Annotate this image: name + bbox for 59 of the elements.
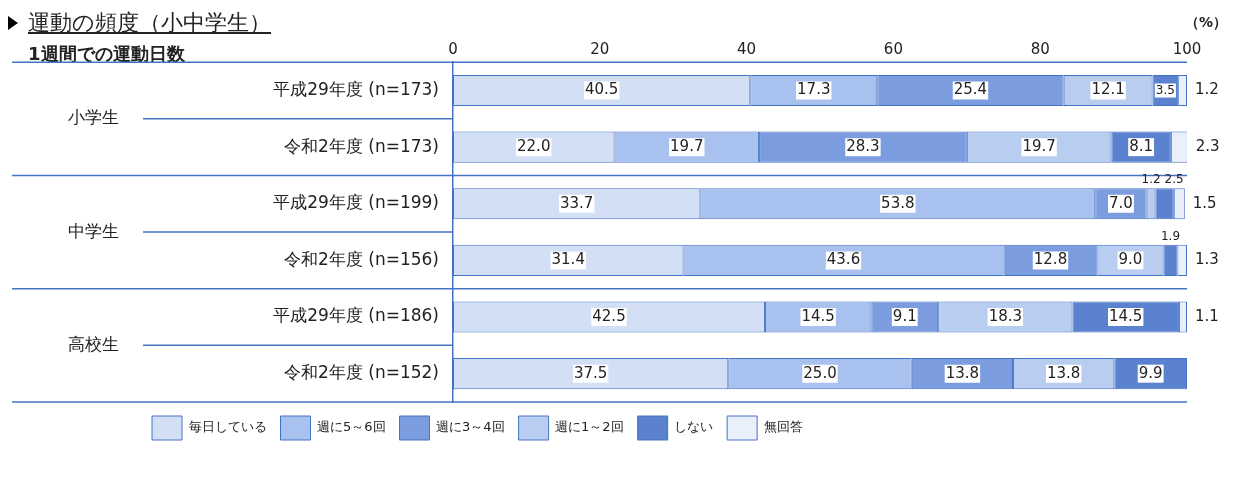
data-label: 25.4 [953, 80, 988, 99]
y-tick-label: 令和2年度 (n=152) [284, 362, 439, 383]
data-label: 40.5 [584, 80, 619, 99]
text: 小学生 [67, 107, 119, 128]
data-label: 9.1 [892, 306, 917, 325]
x-tick-label: 100 [1172, 40, 1202, 59]
text: 高校生 [67, 333, 119, 354]
y-tick-label: 平成29年度 (n=186) [273, 305, 439, 326]
x-tick-label: 60 [883, 40, 903, 59]
y-tick-label: 平成29年度 (n=199) [273, 192, 439, 213]
legend-label: 週に3～4回 [436, 419, 505, 435]
data-label: 37.5 [573, 363, 608, 382]
data-label: 1.9 [1160, 228, 1181, 243]
text: 運動の頻度（小中学生） [28, 9, 271, 37]
data-label: 17.3 [797, 80, 831, 99]
data-label: 8.1 [1129, 137, 1154, 156]
data-label: 1.2 [1141, 172, 1161, 187]
data-label: 13.8 [945, 363, 980, 382]
y-tick-label: 令和2年度 (n=173) [284, 135, 439, 156]
text: 1週間での運動日数 [28, 42, 185, 66]
data-label: 14.5 [1109, 306, 1143, 325]
data-label: 9.9 [1138, 363, 1163, 382]
text: 中学生 [67, 220, 119, 241]
data-label: 25.0 [803, 363, 837, 382]
legend-label: 毎日している [188, 419, 267, 435]
y-tick-label: 平成29年度 (n=173) [273, 78, 439, 99]
x-tick-label: 0 [448, 40, 458, 59]
data-label: 2.3 [1195, 137, 1220, 156]
data-label: 1.3 [1195, 250, 1219, 269]
x-tick-label: 40 [737, 40, 757, 59]
legend-label: 無回答 [763, 419, 803, 435]
data-label: 22.0 [517, 137, 551, 156]
data-label: 19.7 [1022, 137, 1056, 156]
data-label: 9.0 [1118, 250, 1143, 269]
data-label: 42.5 [592, 306, 626, 325]
data-label: 7.0 [1109, 193, 1133, 212]
data-label: 1.2 [1195, 80, 1219, 99]
legend-label: 週に5～6回 [317, 419, 386, 435]
data-label: 43.6 [826, 250, 861, 269]
x-tick-label: 20 [590, 40, 610, 59]
x-tick-label: 80 [1030, 40, 1050, 59]
data-label: 13.8 [1046, 363, 1081, 382]
y-tick-label: 令和2年度 (n=156) [284, 248, 439, 269]
data-label: 31.4 [551, 250, 585, 269]
data-label: 1.5 [1192, 193, 1217, 212]
data-label: 3.5 [1155, 82, 1175, 97]
data-label: 28.3 [846, 137, 880, 156]
legend-label: しない [674, 419, 714, 435]
text: （%） [1184, 14, 1227, 32]
data-label: 53.8 [881, 193, 915, 212]
data-label: 12.8 [1033, 250, 1068, 269]
data-label: 12.1 [1091, 80, 1125, 99]
legend-label: 週に1～2回 [555, 419, 624, 435]
data-label: 19.7 [670, 137, 704, 156]
data-label: 14.5 [801, 306, 835, 325]
data-label: 18.3 [988, 306, 1023, 325]
data-label: 1.1 [1195, 306, 1219, 325]
data-label: 2.5 [1164, 172, 1184, 187]
data-label: 33.7 [559, 193, 594, 212]
